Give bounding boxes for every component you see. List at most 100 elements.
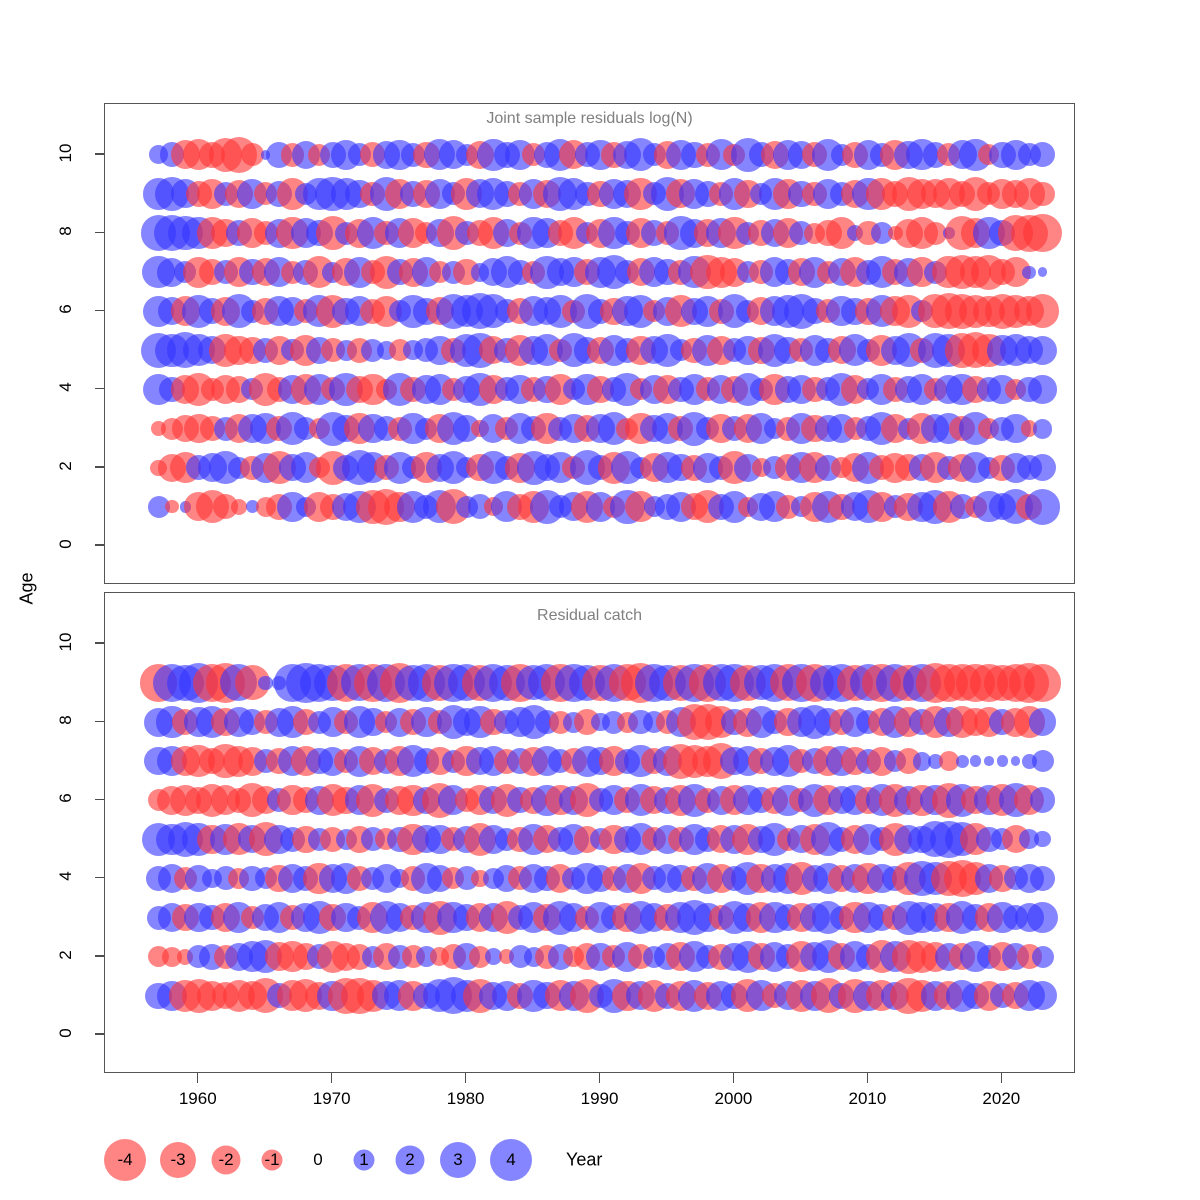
y-tick-label-top-8: 8 <box>56 226 75 236</box>
legend-label: -1 <box>264 1150 280 1169</box>
legend-item-3: 3 <box>436 1120 480 1200</box>
residual-bubble <box>245 500 259 514</box>
x-tick-label-1980: 1980 <box>446 1089 485 1108</box>
residual-bubble <box>484 947 503 966</box>
residual-bubble <box>1019 829 1040 850</box>
residual-bubble <box>870 222 893 245</box>
panel-residual-catch <box>104 592 1075 1073</box>
legend-label: 1 <box>359 1150 369 1169</box>
y-tick-label-bottom-6: 6 <box>56 793 75 803</box>
y-tick-label-top-6: 6 <box>56 304 75 314</box>
legend-label: -2 <box>218 1150 234 1169</box>
residual-bubble <box>955 754 969 768</box>
residual-bubble <box>261 150 271 160</box>
residual-bubble <box>258 675 274 691</box>
axis-tick <box>1000 1073 1003 1083</box>
residual-bubble <box>1024 488 1061 525</box>
residual-bubble <box>240 143 264 167</box>
residual-bubble <box>984 756 994 766</box>
y-tick-label-bottom-0: 0 <box>56 1028 75 1038</box>
bubble-layer-top <box>105 104 1074 583</box>
residual-bubble <box>996 755 1009 767</box>
panel-bottom-title: Residual catch <box>537 607 642 624</box>
legend-label: 2 <box>405 1150 415 1169</box>
legend-item-4: 4 <box>486 1120 536 1200</box>
residual-bubble <box>165 500 179 514</box>
residual-bubble <box>1031 945 1054 968</box>
axis-tick <box>95 1033 104 1035</box>
axis-tick <box>598 1073 601 1083</box>
axis-tick <box>95 153 104 155</box>
residual-bubble <box>1037 267 1048 277</box>
residual-bubble <box>1028 708 1057 736</box>
residual-bubble <box>1011 756 1021 766</box>
axis-tick <box>197 1073 199 1083</box>
residual-bubble <box>1030 181 1055 207</box>
axis-tick <box>95 231 104 233</box>
residual-bubble <box>1028 375 1057 404</box>
residual-bubble <box>1023 213 1062 253</box>
axis-tick <box>330 1073 333 1083</box>
residual-bubble <box>1029 865 1056 892</box>
axis-tick <box>95 309 104 312</box>
y-tick-label-bottom-2: 2 <box>56 949 75 960</box>
residual-bubble <box>1030 142 1055 168</box>
legend-item-neg4: -4 <box>100 1120 150 1200</box>
residual-bubble <box>969 755 982 767</box>
axis-tick <box>95 720 104 722</box>
residual-bubble <box>938 751 959 772</box>
legend-item-0: 0 <box>298 1120 338 1200</box>
bubble-layer-bottom <box>105 593 1074 1072</box>
y-axis-title: Age <box>16 572 37 605</box>
residual-bubble <box>230 498 248 515</box>
axis-tick <box>464 1073 467 1083</box>
legend-item-neg1: -1 <box>252 1120 292 1200</box>
y-tick-label-bottom-4: 4 <box>56 871 75 882</box>
residual-bubble <box>1022 265 1036 279</box>
residual-bubble <box>1028 453 1057 482</box>
legend-label: -4 <box>117 1150 133 1169</box>
y-tick-label-top-2: 2 <box>56 460 75 471</box>
axis-tick <box>95 544 104 546</box>
residual-bubble <box>147 495 170 518</box>
residual-bubble <box>923 221 947 245</box>
residual-bubble <box>1028 981 1057 1011</box>
axis-tick <box>95 642 104 644</box>
x-tick-label-1960: 1960 <box>178 1089 217 1108</box>
axis-tick <box>95 955 104 957</box>
residual-bubble <box>1023 664 1062 702</box>
panel-top-title: Joint sample residuals log(N) <box>486 110 693 127</box>
panel-joint-sample-residuals <box>104 103 1075 584</box>
x-tick-label-2010: 2010 <box>848 1089 887 1108</box>
residual-bubble <box>1029 787 1056 814</box>
axis-tick <box>95 387 104 390</box>
residual-bubble <box>1034 831 1051 848</box>
legend-label: 0 <box>313 1150 323 1169</box>
legend-item-neg3: -3 <box>156 1120 200 1200</box>
y-tick-label-top-10: 10 <box>56 143 75 163</box>
residual-bubble <box>912 751 932 771</box>
x-axis-title: Year <box>566 1149 603 1170</box>
axis-tick <box>866 1073 869 1083</box>
residual-bubble <box>1026 902 1059 934</box>
axis-tick <box>95 876 104 879</box>
legend-item-1: 1 <box>344 1120 384 1200</box>
axis-tick <box>732 1073 735 1083</box>
x-tick-label-1970: 1970 <box>312 1089 351 1108</box>
residual-bubble <box>1032 418 1053 439</box>
size-legend: -4 -3 -2 -1 0 1 2 3 4 Year <box>0 1120 1200 1200</box>
residual-bubble <box>1025 294 1060 329</box>
y-tick-label-top-0: 0 <box>56 539 75 549</box>
legend-label: -3 <box>170 1150 186 1169</box>
y-tick-label-bottom-8: 8 <box>56 715 75 725</box>
residual-bubble <box>1031 750 1054 773</box>
x-tick-label-2020: 2020 <box>982 1089 1021 1108</box>
axis-tick <box>95 466 104 468</box>
x-tick-label-1990: 1990 <box>580 1089 619 1108</box>
residual-bubble <box>162 946 182 967</box>
y-tick-label-top-4: 4 <box>56 382 75 393</box>
residual-bubble <box>1027 335 1058 366</box>
legend-item-2: 2 <box>390 1120 430 1200</box>
legend-item-neg2: -2 <box>206 1120 246 1200</box>
